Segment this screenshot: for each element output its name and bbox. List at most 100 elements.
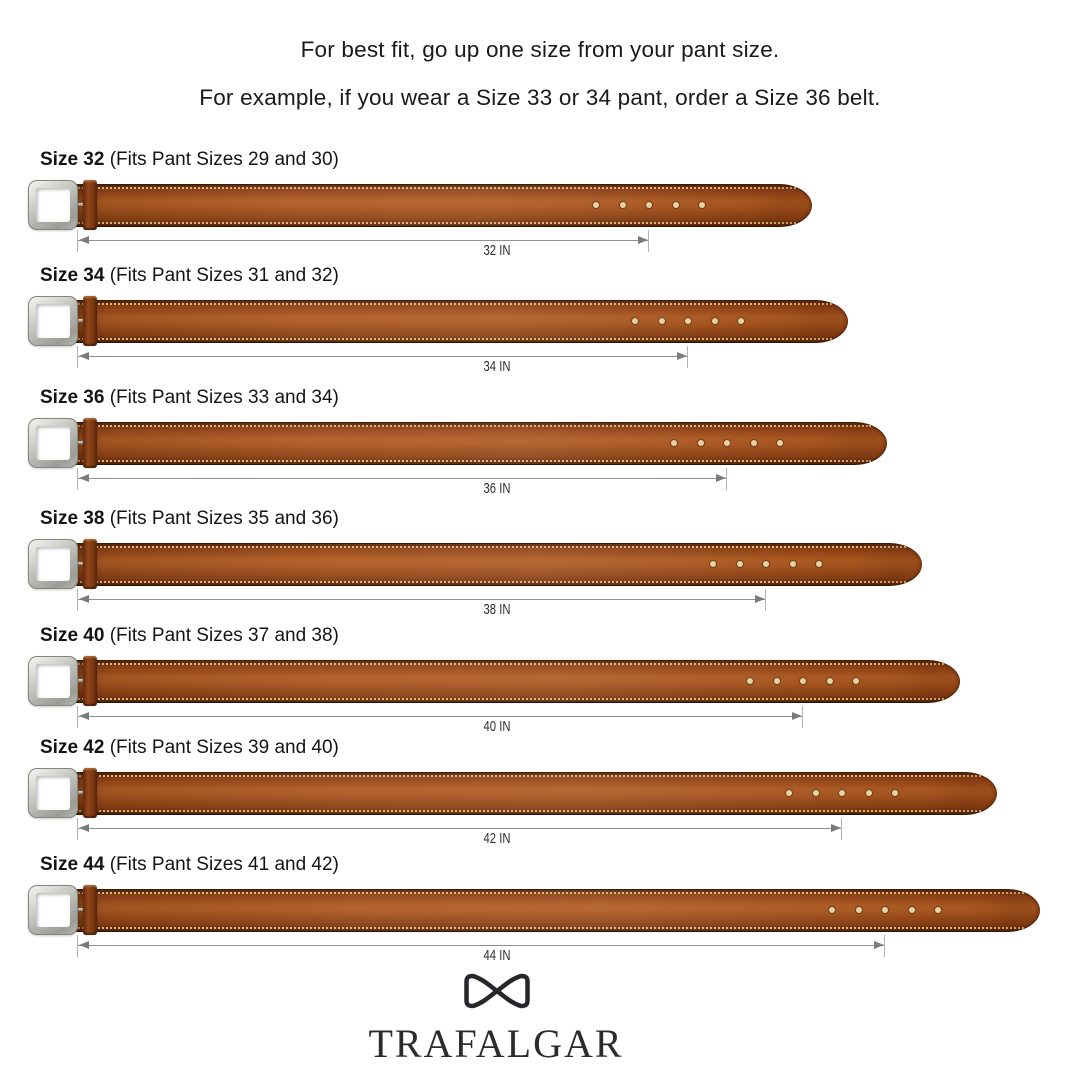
belt-holes bbox=[28, 180, 812, 230]
measure-end-tick bbox=[687, 346, 688, 368]
size-text: Size 36 bbox=[40, 387, 105, 408]
size-text: Size 42 bbox=[40, 737, 105, 758]
measure-right-arrow-icon bbox=[677, 352, 687, 360]
belt-strap bbox=[70, 772, 997, 815]
stitch-line-bottom bbox=[75, 698, 944, 700]
belt-size-label: Size 44 (Fits Pant Sizes 41 and 42) bbox=[40, 854, 339, 876]
stitch-line-top bbox=[75, 663, 944, 665]
stitch-line-top bbox=[75, 303, 832, 305]
stitch-line-top bbox=[75, 892, 1024, 894]
belt-holes bbox=[28, 539, 922, 589]
measurement-line: 42 IN bbox=[77, 818, 842, 847]
belt-hole bbox=[777, 440, 783, 446]
measure-length-label: 44 IN bbox=[483, 947, 511, 964]
stitch-line-top bbox=[75, 425, 871, 427]
measure-start-tick bbox=[77, 706, 78, 728]
measure-start-tick bbox=[77, 346, 78, 368]
brand-name: TRAFALGAR bbox=[368, 1021, 624, 1066]
size-text: Size 40 bbox=[40, 625, 105, 646]
belt-hole bbox=[773, 678, 780, 684]
measure-right-arrow-icon bbox=[638, 236, 648, 244]
fits-text: (Fits Pant Sizes 35 and 36) bbox=[109, 508, 339, 529]
stitch-line-bottom bbox=[75, 581, 906, 583]
belt-holes bbox=[28, 885, 1040, 935]
size-text: Size 38 bbox=[40, 508, 105, 529]
belt-strap bbox=[70, 184, 812, 227]
belt-hole bbox=[619, 202, 626, 208]
belt-hole bbox=[750, 440, 757, 446]
belt-row: Size 38 (Fits Pant Sizes 35 and 36) 38 I… bbox=[0, 508, 1080, 623]
measure-end-tick bbox=[765, 589, 766, 611]
measure-start-tick bbox=[77, 230, 78, 252]
buckle-opening bbox=[36, 304, 70, 338]
belt-hole bbox=[697, 440, 704, 446]
stitch-line-bottom bbox=[75, 927, 1024, 929]
belt-tip bbox=[742, 184, 812, 227]
belt-tip bbox=[778, 300, 848, 343]
measurement-line: 38 IN bbox=[77, 589, 766, 618]
buckle-opening bbox=[36, 893, 70, 927]
belt-size-label: Size 32 (Fits Pant Sizes 29 and 30) bbox=[40, 149, 339, 171]
measure-end-tick bbox=[802, 706, 803, 728]
measurement-line: 44 IN bbox=[77, 935, 885, 964]
belt-row: Size 34 (Fits Pant Sizes 31 and 32) 34 I… bbox=[0, 265, 1080, 380]
belt-holes bbox=[28, 418, 887, 468]
measure-right-arrow-icon bbox=[831, 824, 841, 832]
measure-start-tick bbox=[77, 468, 78, 490]
belt-tip bbox=[970, 889, 1040, 932]
buckle-opening bbox=[36, 776, 70, 810]
stitch-line-bottom bbox=[75, 222, 796, 224]
belt-hole bbox=[763, 561, 769, 567]
size-text: Size 44 bbox=[40, 854, 105, 875]
measure-start-tick bbox=[77, 818, 78, 840]
measurement-line: 40 IN bbox=[77, 706, 803, 735]
belt-tip bbox=[927, 772, 997, 815]
measure-end-tick bbox=[726, 468, 727, 490]
belt-tip bbox=[852, 543, 922, 586]
belt-hole bbox=[855, 907, 862, 913]
measure-left-arrow-icon bbox=[79, 474, 89, 482]
belt-buckle bbox=[28, 296, 78, 346]
stitch-line-top bbox=[75, 187, 796, 189]
belt-keeper bbox=[83, 539, 97, 589]
bow-tie-icon bbox=[464, 973, 530, 1009]
measure-start-tick bbox=[77, 935, 78, 957]
belt-size-label: Size 42 (Fits Pant Sizes 39 and 40) bbox=[40, 737, 339, 759]
belt-keeper bbox=[83, 418, 97, 468]
belt-strap bbox=[70, 660, 960, 703]
stitch-line-top bbox=[75, 546, 906, 548]
measure-end-tick bbox=[648, 230, 649, 252]
belt-hole bbox=[882, 907, 888, 913]
belt-image bbox=[28, 885, 1040, 935]
belt-hole bbox=[786, 790, 792, 796]
belt-hole bbox=[839, 790, 845, 796]
measure-right-arrow-icon bbox=[874, 941, 884, 949]
fits-text: (Fits Pant Sizes 29 and 30) bbox=[109, 149, 339, 170]
measurement-line: 32 IN bbox=[77, 230, 649, 259]
size-text: Size 34 bbox=[40, 265, 105, 286]
fits-text: (Fits Pant Sizes 33 and 34) bbox=[109, 387, 339, 408]
belt-strap bbox=[70, 300, 848, 343]
belt-keeper bbox=[83, 656, 97, 706]
belt-hole bbox=[671, 440, 677, 446]
size-text: Size 32 bbox=[40, 149, 105, 170]
belt-hole bbox=[710, 561, 716, 567]
belt-size-label: Size 36 (Fits Pant Sizes 33 and 34) bbox=[40, 387, 339, 409]
measure-right-arrow-icon bbox=[716, 474, 726, 482]
measure-length-label: 40 IN bbox=[483, 718, 511, 735]
belt-hole bbox=[853, 678, 859, 684]
buckle-opening bbox=[36, 547, 70, 581]
belt-row: Size 40 (Fits Pant Sizes 37 and 38) 40 I… bbox=[0, 625, 1080, 740]
belt-row: Size 42 (Fits Pant Sizes 39 and 40) 42 I… bbox=[0, 737, 1080, 852]
belt-row: Size 44 (Fits Pant Sizes 41 and 42) 44 I… bbox=[0, 854, 1080, 969]
belt-hole bbox=[685, 318, 691, 324]
measure-right-arrow-icon bbox=[792, 712, 802, 720]
belt-hole bbox=[800, 678, 806, 684]
belt-hole bbox=[908, 907, 915, 913]
belt-keeper bbox=[83, 885, 97, 935]
belt-hole bbox=[826, 678, 833, 684]
belt-tip bbox=[817, 422, 887, 465]
fits-text: (Fits Pant Sizes 39 and 40) bbox=[109, 737, 339, 758]
belt-hole bbox=[829, 907, 835, 913]
